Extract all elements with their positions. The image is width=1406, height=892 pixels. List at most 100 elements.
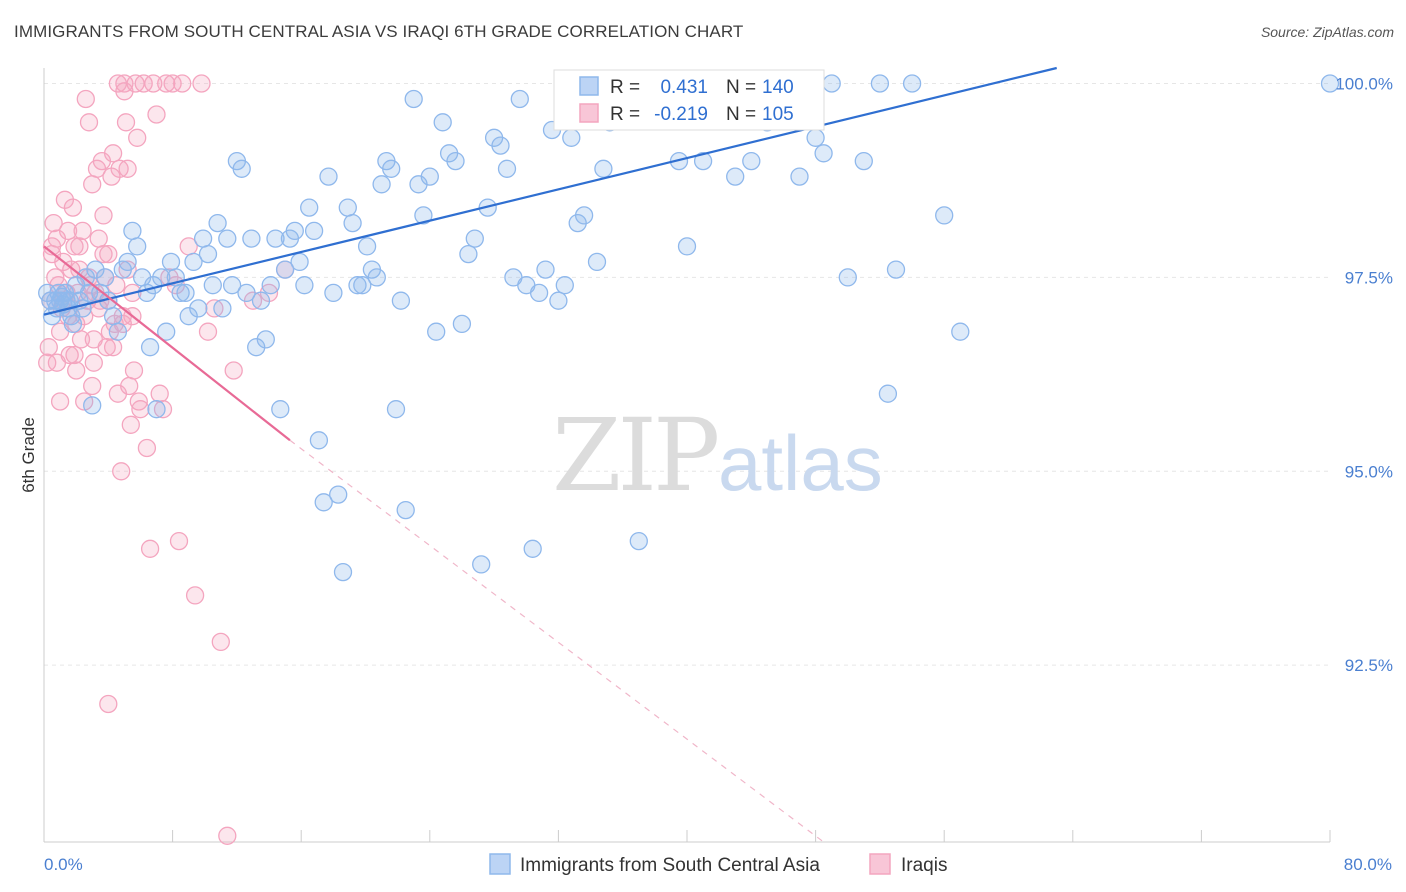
- south-central-asia-point: [742, 151, 761, 171]
- south-central-asia-point: [213, 299, 232, 318]
- y-axis-label: 6th Grade: [19, 417, 38, 493]
- legend-swatch-blue: [579, 76, 599, 96]
- iraqis-point: [108, 384, 128, 403]
- y-tick-label-100: 100.0%: [1335, 75, 1393, 94]
- iraqis-point: [116, 113, 136, 132]
- iraqis-point: [137, 438, 157, 458]
- south-central-asia-point: [472, 555, 491, 574]
- south-central-asia-point: [523, 539, 542, 558]
- south-central-asia-point: [465, 229, 484, 248]
- legend-r-label-1: R =: [610, 77, 640, 98]
- south-central-asia-point: [594, 159, 613, 178]
- south-central-asia-point: [338, 198, 357, 217]
- south-central-asia-point: [372, 175, 391, 194]
- south-central-asia-point: [935, 206, 954, 225]
- iraqis-point: [185, 586, 205, 605]
- south-central-asia-point: [452, 314, 472, 334]
- south-central-asia-point: [324, 283, 343, 303]
- south-central-asia-point: [198, 244, 218, 264]
- south-central-asia-point: [343, 213, 362, 233]
- iraqis-point: [89, 299, 108, 318]
- iraqis-point: [99, 694, 118, 714]
- iraqis-trend-line: [43, 245, 291, 442]
- series-south-central-asia-points: [38, 74, 1340, 582]
- south-central-asia-point: [128, 237, 147, 256]
- south-central-asia-point: [870, 74, 890, 93]
- iraqis-point: [71, 330, 91, 349]
- south-central-asia-point: [386, 400, 406, 419]
- watermark-atlas: atlas: [718, 419, 883, 507]
- south-central-asia-point: [314, 493, 333, 512]
- iraqis-point: [73, 221, 92, 241]
- iraqis-point: [50, 392, 70, 411]
- south-central-asia-point: [83, 396, 102, 415]
- iraqis-point: [173, 74, 192, 93]
- legend-n-value-1: 140: [762, 77, 794, 98]
- iraqis-point: [84, 353, 103, 372]
- legend-r-value-1: 0.431: [660, 77, 708, 98]
- south-central-asia-point: [854, 151, 873, 171]
- iraqis-point: [115, 74, 134, 93]
- south-central-asia-point: [261, 276, 280, 295]
- iraqis-point: [83, 175, 102, 194]
- iraqis-point: [169, 531, 189, 551]
- iraqis-point: [163, 74, 182, 93]
- iraqis-point: [63, 198, 83, 217]
- iraqis-point: [99, 244, 118, 264]
- legend-n-value-2: 105: [762, 104, 794, 125]
- south-central-asia-point: [237, 283, 256, 303]
- bottom-legend-swatch-pink: [869, 853, 891, 875]
- chart-source: Source: ZipAtlas.com: [1260, 24, 1394, 40]
- south-central-asia-point: [510, 89, 529, 109]
- iraqis-point: [153, 400, 173, 419]
- legend-swatch-pink: [579, 103, 599, 123]
- south-central-asia-point: [555, 276, 574, 295]
- iraqis-point: [103, 144, 123, 163]
- south-central-asia-point: [382, 159, 401, 178]
- bottom-legend-label-pink: Iraqis: [901, 855, 947, 876]
- iraqis-point: [118, 260, 137, 279]
- south-central-asia-point: [161, 252, 181, 272]
- south-central-asia-point: [275, 260, 295, 279]
- south-central-asia-point: [251, 291, 271, 310]
- south-central-asia-point: [404, 89, 423, 109]
- south-central-asia-point: [63, 314, 83, 334]
- south-central-asia-point: [574, 206, 594, 225]
- south-central-asia-point: [103, 307, 123, 326]
- south-central-asia-point: [304, 221, 324, 241]
- iraqis-point: [67, 361, 86, 380]
- south-central-asia-point: [208, 213, 227, 233]
- legend: R = 0.431 N = 140 R = -0.219 N = 105: [553, 69, 825, 131]
- south-central-asia-point: [348, 276, 367, 295]
- south-central-asia-point: [266, 229, 285, 248]
- south-central-asia-point: [329, 485, 348, 504]
- south-central-asia-point: [427, 322, 446, 341]
- south-central-asia-point: [118, 252, 137, 272]
- south-central-asia-point: [176, 283, 195, 303]
- iraqis-point: [89, 229, 108, 248]
- legend-box: [553, 69, 825, 131]
- x-tick-label-max: 80.0%: [1344, 855, 1392, 874]
- south-central-asia-point: [123, 221, 142, 241]
- bottom-legend: Immigrants from South Central Asia Iraqi…: [489, 853, 947, 876]
- south-central-asia-point: [300, 198, 319, 217]
- chart-title: IMMIGRANTS FROM SOUTH CENTRAL ASIA VS IR…: [14, 22, 744, 41]
- iraqis-point: [47, 353, 67, 372]
- iraqis-point: [121, 415, 140, 434]
- south-central-asia-point: [693, 151, 713, 171]
- south-central-asia-point: [446, 151, 465, 171]
- watermark-zip: ZIP: [552, 397, 717, 514]
- south-central-asia-point: [806, 128, 825, 147]
- south-central-asia-point: [726, 167, 745, 186]
- iraqis-point: [44, 213, 63, 233]
- south-central-asia-point: [147, 400, 166, 419]
- south-central-asia-point: [1320, 74, 1340, 93]
- south-central-asia-point: [420, 167, 439, 186]
- iraqis-point: [94, 244, 113, 264]
- south-central-asia-point: [902, 74, 922, 93]
- south-central-asia-point: [838, 268, 857, 287]
- south-central-asia-point: [549, 291, 568, 310]
- iraqis-point: [103, 338, 123, 357]
- iraqis-point: [39, 338, 58, 357]
